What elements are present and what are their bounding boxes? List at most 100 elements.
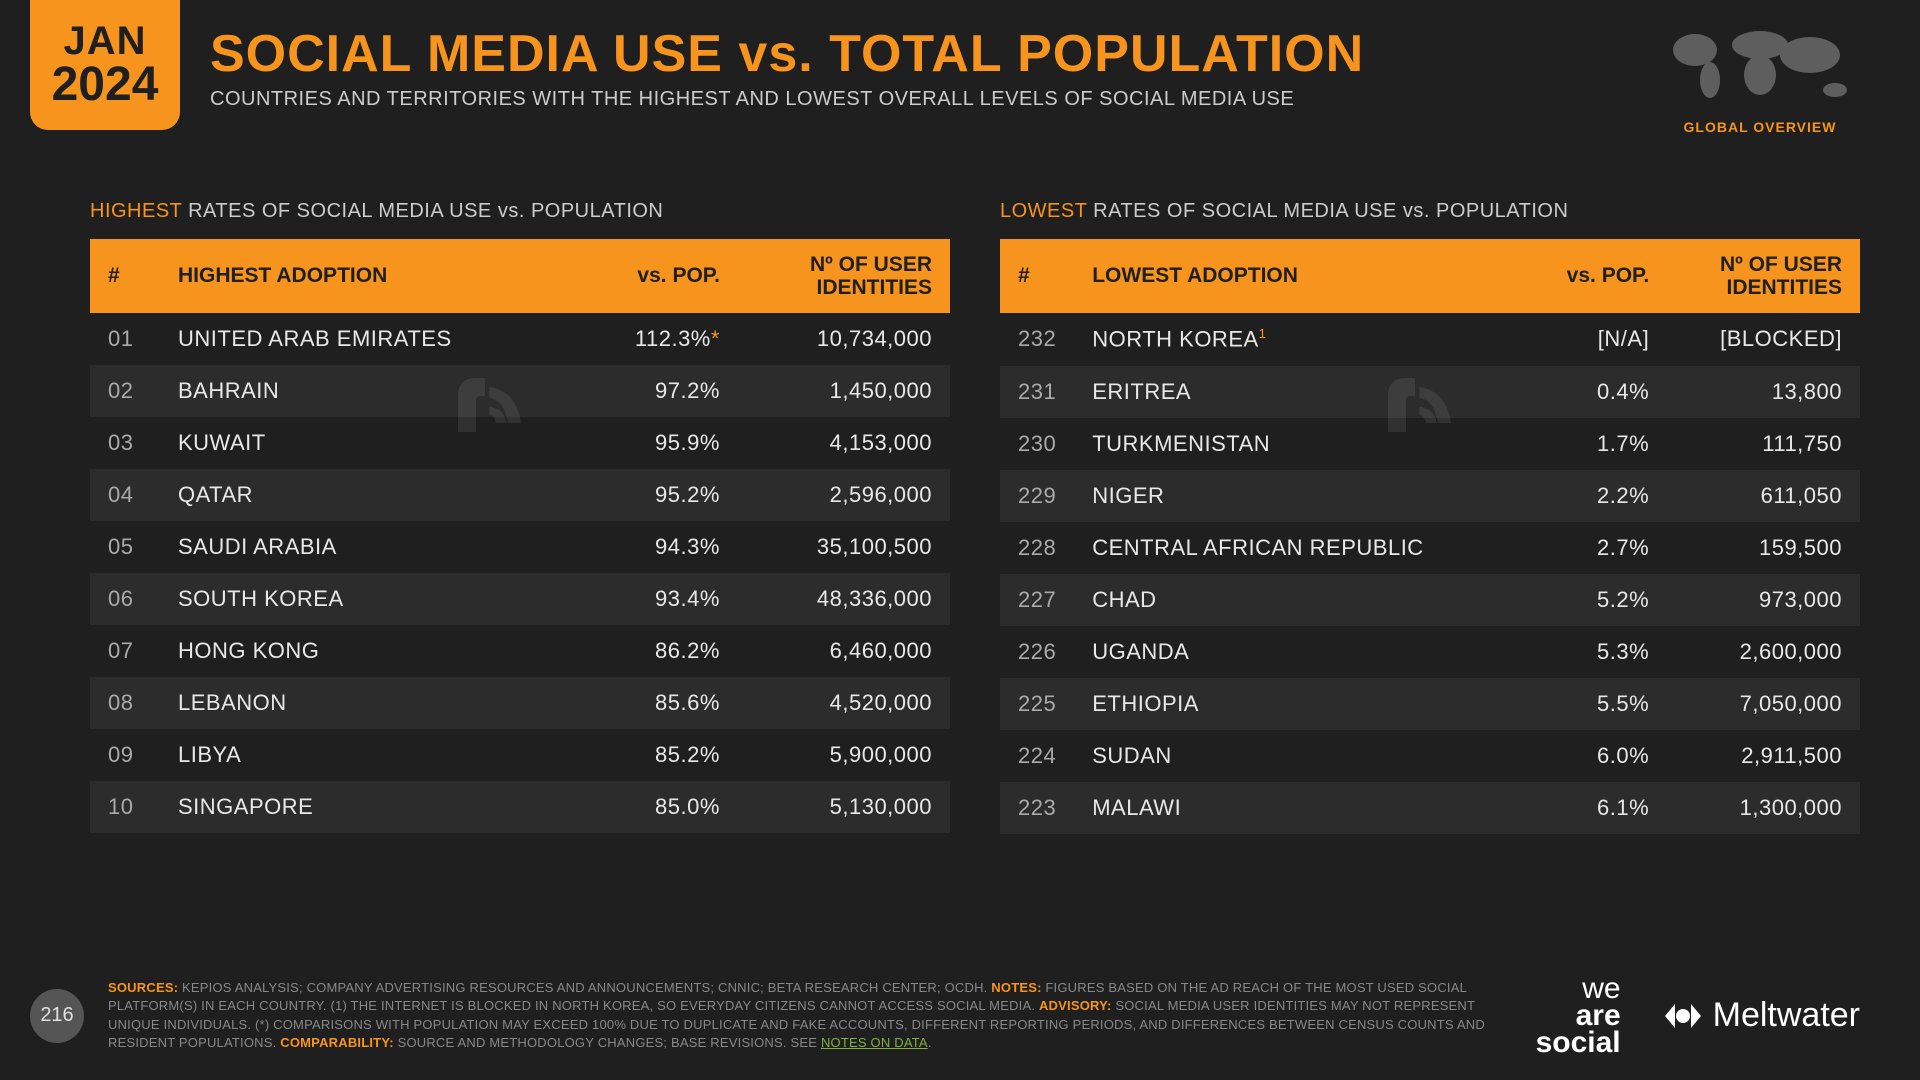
cell-country: TURKMENISTAN <box>1074 418 1522 470</box>
sources-text: KEPIOS ANALYSIS; COMPANY ADVERTISING RES… <box>178 980 991 995</box>
cell-rank: 03 <box>90 417 160 469</box>
highest-thead: #HIGHEST ADOPTIONvs. POP.Nº OF USERIDENT… <box>90 239 950 313</box>
cell-country: NIGER <box>1074 470 1522 522</box>
table-row: 225ETHIOPIA5.5%7,050,000 <box>1000 678 1860 730</box>
cell-country: MALAWI <box>1074 782 1522 834</box>
cell-identities: 2,911,500 <box>1667 730 1860 782</box>
lowest-caption-highlight: LOWEST <box>1000 200 1087 222</box>
table-row: 230TURKMENISTAN1.7%111,750 <box>1000 418 1860 470</box>
cell-vs-pop: 2.2% <box>1523 470 1668 522</box>
col-header-identities: Nº OF USERIDENTITIES <box>1667 239 1860 313</box>
highest-caption-rest: RATES OF SOCIAL MEDIA USE vs. POPULATION <box>182 200 663 222</box>
cell-rank: 224 <box>1000 730 1074 782</box>
cell-identities: 13,800 <box>1667 366 1860 418</box>
meltwater-logo: Meltwater <box>1661 994 1860 1038</box>
table-row: 02BAHRAIN97.2%1,450,000 <box>90 365 950 417</box>
table-row: 226UGANDA5.3%2,600,000 <box>1000 626 1860 678</box>
cell-vs-pop: 5.2% <box>1523 574 1668 626</box>
cell-rank: 231 <box>1000 366 1074 418</box>
col-header-identities: Nº OF USERIDENTITIES <box>738 239 950 313</box>
lowest-caption: LOWEST RATES OF SOCIAL MEDIA USE vs. POP… <box>1000 200 1860 223</box>
cell-vs-pop: 5.5% <box>1523 678 1668 730</box>
cell-identities: 5,900,000 <box>738 729 950 781</box>
lowest-table-block: LOWEST RATES OF SOCIAL MEDIA USE vs. POP… <box>1000 200 1860 834</box>
notes-label: NOTES: <box>991 980 1041 995</box>
cell-vs-pop: 5.3% <box>1523 626 1668 678</box>
cell-rank: 06 <box>90 573 160 625</box>
notes-on-data-link[interactable]: NOTES ON DATA <box>821 1035 928 1050</box>
cell-country: SAUDI ARABIA <box>160 521 576 573</box>
cell-country: BAHRAIN <box>160 365 576 417</box>
cell-vs-pop: 2.7% <box>1523 522 1668 574</box>
date-badge: JAN 2024 <box>30 0 180 130</box>
advisory-label: ADVISORY: <box>1039 998 1112 1013</box>
cell-identities: 4,520,000 <box>738 677 950 729</box>
cell-country: CHAD <box>1074 574 1522 626</box>
footer: 216 SOURCES: KEPIOS ANALYSIS; COMPANY AD… <box>30 975 1860 1056</box>
highest-caption: HIGHEST RATES OF SOCIAL MEDIA USE vs. PO… <box>90 200 950 223</box>
table-row: 03KUWAIT95.9%4,153,000 <box>90 417 950 469</box>
cell-country: SOUTH KOREA <box>160 573 576 625</box>
cell-rank: 229 <box>1000 470 1074 522</box>
cell-rank: 10 <box>90 781 160 833</box>
page-subtitle: COUNTRIES AND TERRITORIES WITH THE HIGHE… <box>210 88 1364 111</box>
col-header-vs_pop: vs. POP. <box>576 239 738 313</box>
comparability-label: COMPARABILITY: <box>280 1035 394 1050</box>
cell-identities: 4,153,000 <box>738 417 950 469</box>
cell-country: KUWAIT <box>160 417 576 469</box>
table-row: 06SOUTH KOREA93.4%48,336,000 <box>90 573 950 625</box>
table-row: 228CENTRAL AFRICAN REPUBLIC2.7%159,500 <box>1000 522 1860 574</box>
cell-country: HONG KONG <box>160 625 576 677</box>
highest-caption-highlight: HIGHEST <box>90 200 182 222</box>
table-row: 224SUDAN6.0%2,911,500 <box>1000 730 1860 782</box>
table-row: 09LIBYA85.2%5,900,000 <box>90 729 950 781</box>
table-row: 05SAUDI ARABIA94.3%35,100,500 <box>90 521 950 573</box>
cell-country: NORTH KOREA1 <box>1074 313 1522 365</box>
cell-country: LIBYA <box>160 729 576 781</box>
highest-table: #HIGHEST ADOPTIONvs. POP.Nº OF USERIDENT… <box>90 239 950 833</box>
cell-identities: 10,734,000 <box>738 313 950 365</box>
cell-vs-pop: 6.1% <box>1523 782 1668 834</box>
table-row: 227CHAD5.2%973,000 <box>1000 574 1860 626</box>
cell-vs-pop: 0.4% <box>1523 366 1668 418</box>
cell-vs-pop: 95.2% <box>576 469 738 521</box>
cell-rank: 223 <box>1000 782 1074 834</box>
global-overview-label: GLOBAL OVERVIEW <box>1660 119 1860 135</box>
cell-country: QATAR <box>160 469 576 521</box>
cell-identities: 111,750 <box>1667 418 1860 470</box>
cell-country: ETHIOPIA <box>1074 678 1522 730</box>
footer-logos: we are social Meltwater <box>1536 975 1860 1056</box>
was-line3: social <box>1536 1026 1621 1059</box>
date-month: JAN <box>63 21 146 61</box>
cell-identities: 611,050 <box>1667 470 1860 522</box>
tables-container: HIGHEST RATES OF SOCIAL MEDIA USE vs. PO… <box>90 200 1860 834</box>
cell-identities: 6,460,000 <box>738 625 950 677</box>
cell-country: SINGAPORE <box>160 781 576 833</box>
cell-country: UNITED ARAB EMIRATES <box>160 313 576 365</box>
page-number: 216 <box>30 989 84 1043</box>
cell-rank: 226 <box>1000 626 1074 678</box>
cell-vs-pop: 97.2% <box>576 365 738 417</box>
meltwater-text: Meltwater <box>1713 996 1860 1035</box>
page-title: SOCIAL MEDIA USE vs. TOTAL POPULATION <box>210 24 1364 84</box>
cell-rank: 02 <box>90 365 160 417</box>
cell-vs-pop: 6.0% <box>1523 730 1668 782</box>
col-header-rank: # <box>1000 239 1074 313</box>
cell-country: SUDAN <box>1074 730 1522 782</box>
cell-vs-pop: 95.9% <box>576 417 738 469</box>
date-year: 2024 <box>52 61 159 109</box>
cell-vs-pop: 93.4% <box>576 573 738 625</box>
cell-identities: 35,100,500 <box>738 521 950 573</box>
cell-identities: 2,600,000 <box>1667 626 1860 678</box>
comparability-text: SOURCE AND METHODOLOGY CHANGES; BASE REV… <box>394 1035 821 1050</box>
world-map-badge: GLOBAL OVERVIEW <box>1660 20 1860 135</box>
sources-label: SOURCES: <box>108 980 178 995</box>
table-row: 232NORTH KOREA1[N/A][BLOCKED] <box>1000 313 1860 365</box>
cell-rank: 227 <box>1000 574 1074 626</box>
highest-table-block: HIGHEST RATES OF SOCIAL MEDIA USE vs. PO… <box>90 200 950 834</box>
table-row: 231ERITREA0.4%13,800 <box>1000 366 1860 418</box>
cell-rank: 09 <box>90 729 160 781</box>
col-header-vs_pop: vs. POP. <box>1523 239 1668 313</box>
cell-identities: 1,300,000 <box>1667 782 1860 834</box>
col-header-name: HIGHEST ADOPTION <box>160 239 576 313</box>
